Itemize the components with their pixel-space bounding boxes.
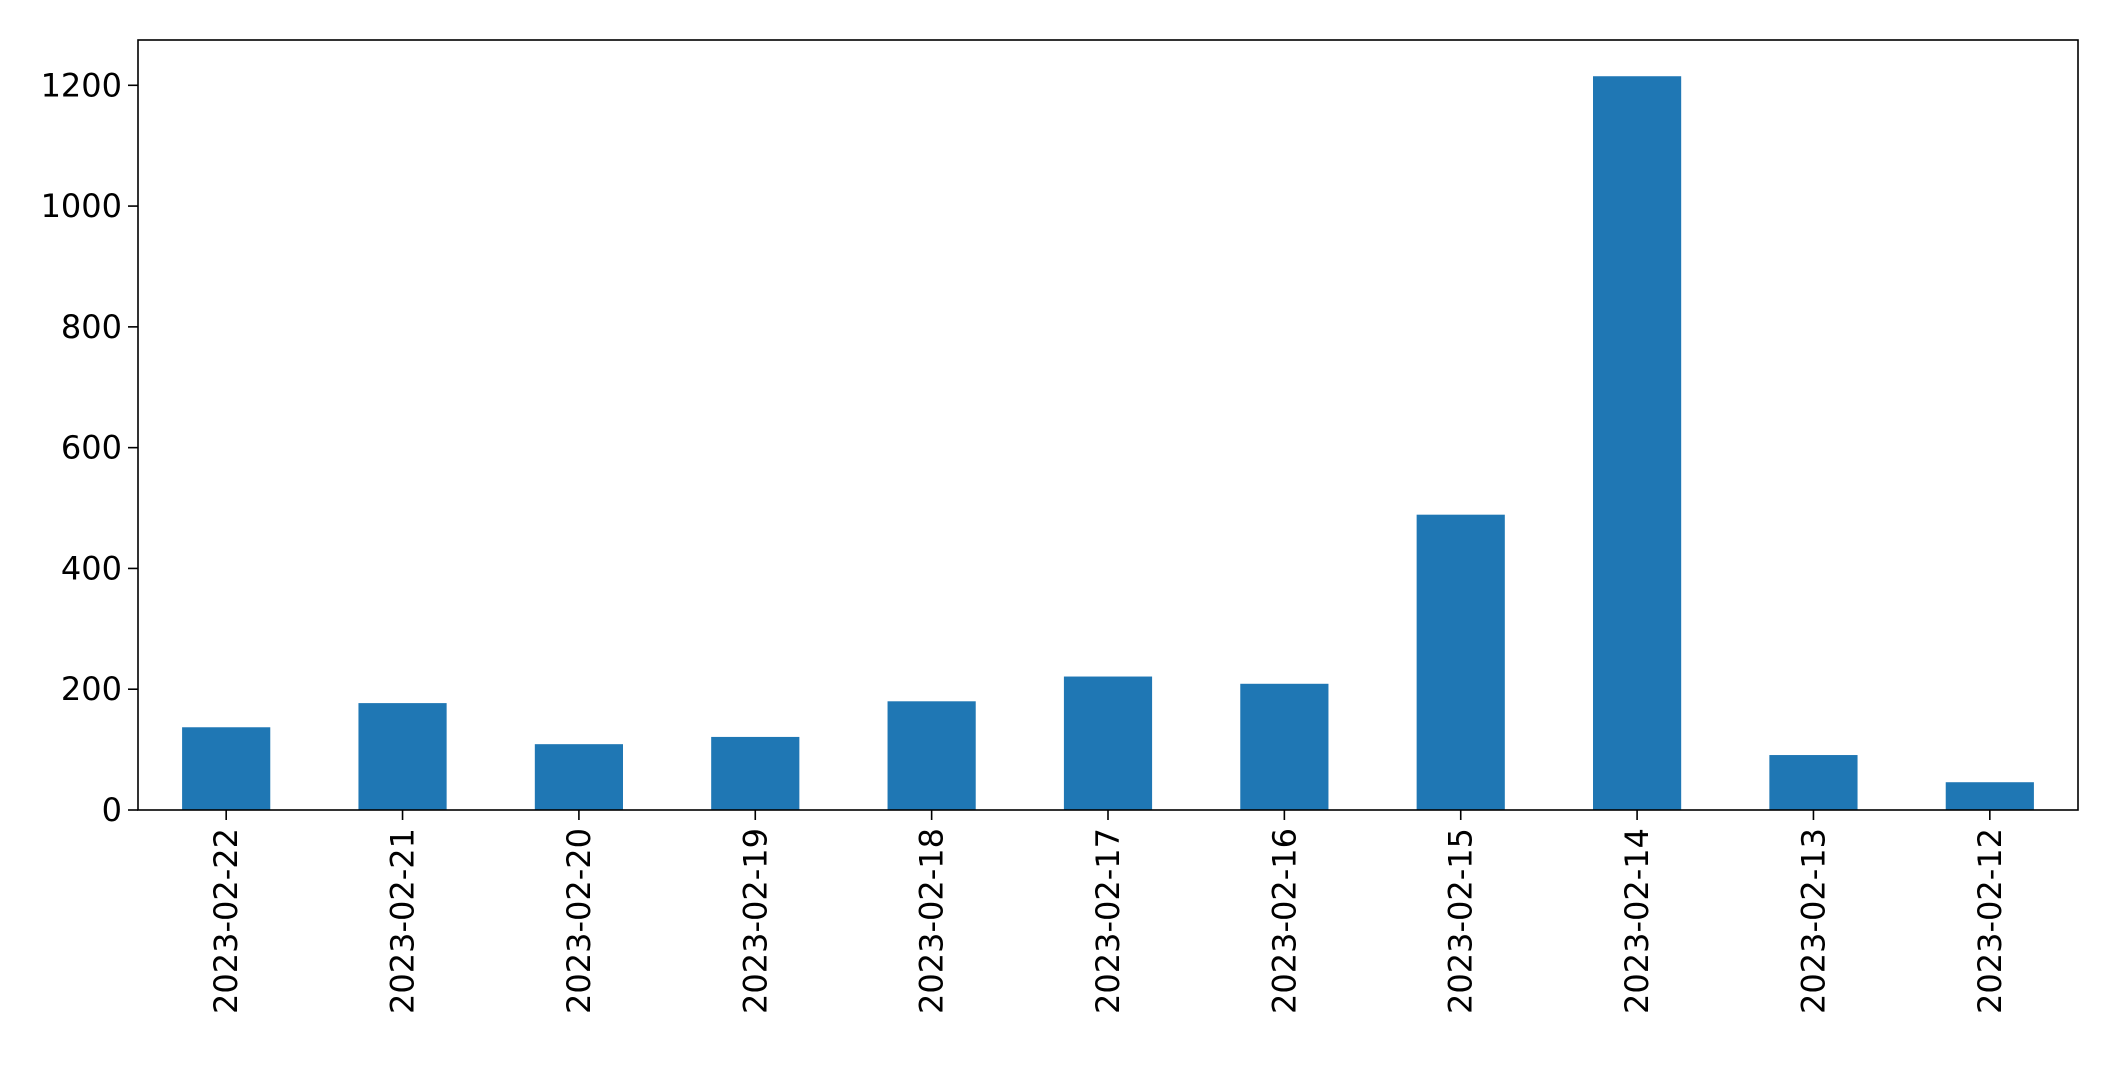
bars-layer (182, 76, 2034, 810)
y-tick-label: 0 (102, 791, 122, 829)
y-axis: 0 200 400 600 800 1000 1200 (41, 66, 138, 829)
bar-2023-02-20 (534, 744, 623, 810)
x-tick-label: 2023-02-22 (207, 828, 245, 1014)
bar-2023-02-17 (1063, 676, 1153, 810)
y-tick-label: 600 (61, 429, 122, 467)
bar-2023-02-18 (887, 701, 976, 810)
x-tick-label: 2023-02-19 (736, 828, 774, 1014)
x-tick-label: 2023-02-15 (1442, 828, 1480, 1014)
x-tick-label: 2023-02-12 (1971, 828, 2009, 1014)
y-tick-label: 1200 (41, 66, 122, 104)
y-tick-label: 800 (61, 308, 122, 346)
y-tick-label: 400 (61, 549, 122, 587)
bar-2023-02-21 (358, 703, 447, 810)
bar-2023-02-16 (1240, 683, 1329, 810)
bar-2023-02-14 (1593, 76, 1682, 810)
x-tick-label: 2023-02-13 (1794, 828, 1832, 1014)
x-tick-label: 2023-02-17 (1089, 828, 1127, 1014)
x-axis: 2023-02-22 2023-02-21 2023-02-20 2023-02-19… (207, 810, 2009, 1014)
x-tick-label: 2023-02-14 (1618, 828, 1656, 1014)
x-tick-label: 2023-02-21 (384, 828, 422, 1014)
bar-2023-02-13 (1769, 755, 1858, 810)
x-tick-label: 2023-02-20 (560, 828, 598, 1014)
bar-2023-02-15 (1416, 514, 1505, 810)
bar-2023-02-19 (711, 736, 800, 810)
bar-2023-02-22 (182, 727, 271, 810)
y-tick-label: 200 (61, 670, 122, 708)
plot-frame (137, 39, 2079, 811)
y-tick-label: 1000 (41, 187, 122, 225)
bar-2023-02-12 (1945, 782, 2034, 810)
x-tick-label: 2023-02-18 (913, 828, 951, 1014)
x-tick-label: 2023-02-16 (1265, 828, 1303, 1014)
